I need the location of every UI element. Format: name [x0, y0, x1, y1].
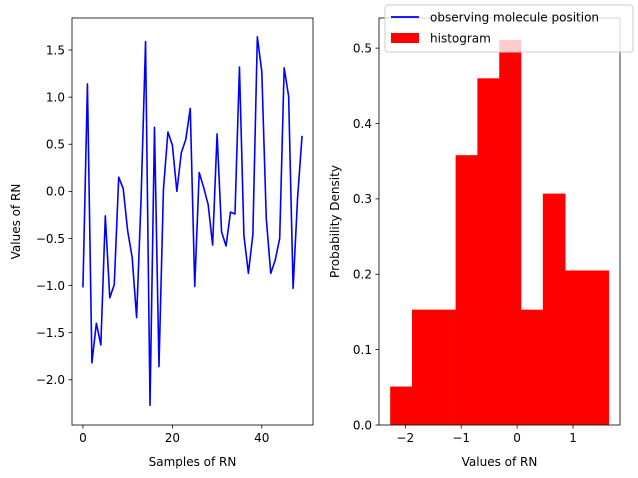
histogram-bar [390, 386, 413, 425]
histogram-x-tick-label: 1 [569, 431, 577, 445]
histogram-y-tick-label: 0.4 [353, 117, 372, 131]
line-chart-y-axis-label: Values of RN [9, 184, 23, 260]
histogram-y-tick-label: 0.2 [353, 268, 372, 282]
line-chart-x-tick-label: 40 [254, 431, 269, 445]
line-chart-frame [71, 17, 314, 426]
histogram-x-tick-label: 0 [513, 431, 521, 445]
line-chart-data-layer [82, 36, 303, 407]
histogram-y-tick-label: 0.3 [353, 192, 372, 206]
line-chart-x-tick-label: 0 [79, 431, 87, 445]
legend-entry-line-label: observing molecule position [430, 11, 599, 25]
histogram-x-axis: −2 −1 0 1 [396, 425, 577, 445]
legend: observing molecule position histogram [384, 4, 634, 53]
histogram-y-tick-label: 0.0 [353, 418, 372, 432]
histogram-bar [477, 78, 500, 426]
histogram-bar [455, 155, 478, 426]
histogram-y-tick-label: 0.1 [353, 343, 372, 357]
line-chart-y-tick-label: 1.5 [46, 43, 65, 57]
histogram-bar [433, 309, 456, 425]
line-chart-y-tick-label: 0.0 [46, 185, 65, 199]
data-line [82, 36, 303, 407]
line-chart-x-axis-label: Samples of RN [149, 455, 237, 469]
line-chart-y-tick-label: −2.0 [36, 373, 65, 387]
line-chart-y-tick-label: 0.5 [46, 138, 65, 152]
histogram-bar [565, 270, 588, 425]
line-chart-y-tick-label: −0.5 [36, 232, 65, 246]
histogram-bar [499, 39, 522, 426]
line-chart-x-axis: 0 20 40 [79, 425, 269, 445]
histogram-x-axis-label: Values of RN [462, 455, 538, 469]
line-chart-y-tick-label: −1.0 [36, 279, 65, 293]
line-chart-y-tick-label: 1.0 [46, 90, 65, 104]
histogram-x-tick-label: −1 [452, 431, 470, 445]
histogram-y-axis: 0.0 0.1 0.2 0.3 0.4 0.5 [353, 41, 379, 432]
legend-box [384, 4, 634, 53]
histogram-bar [587, 270, 610, 425]
histogram-y-tick-label: 0.5 [353, 41, 372, 55]
line-chart-y-axis: −2.0 −1.5 −1.0 −0.5 0.0 0.5 1.0 1.5 [36, 43, 72, 387]
histogram-bar [521, 309, 544, 425]
line-chart-x-tick-label: 20 [165, 431, 180, 445]
histogram-data-layer [390, 39, 610, 426]
histogram-y-axis-label: Probability Density [328, 165, 342, 278]
legend-entry-histogram-label: histogram [430, 32, 491, 46]
histogram-panel: −2 −1 0 1 0.0 0.1 0.2 0.3 0.4 0.5 Values of RN P… [328, 17, 621, 469]
histogram-bar [411, 309, 435, 425]
histogram-bar [542, 193, 566, 425]
line-chart-y-tick-label: −1.5 [36, 326, 65, 340]
line-chart-panel: 0 20 40 −2.0 −1.5 −1.0 −0.5 0.0 0.5 1.0 1.5 Sampl… [9, 17, 314, 469]
histogram-x-tick-label: −2 [396, 431, 414, 445]
legend-patch-swatch [391, 33, 419, 43]
